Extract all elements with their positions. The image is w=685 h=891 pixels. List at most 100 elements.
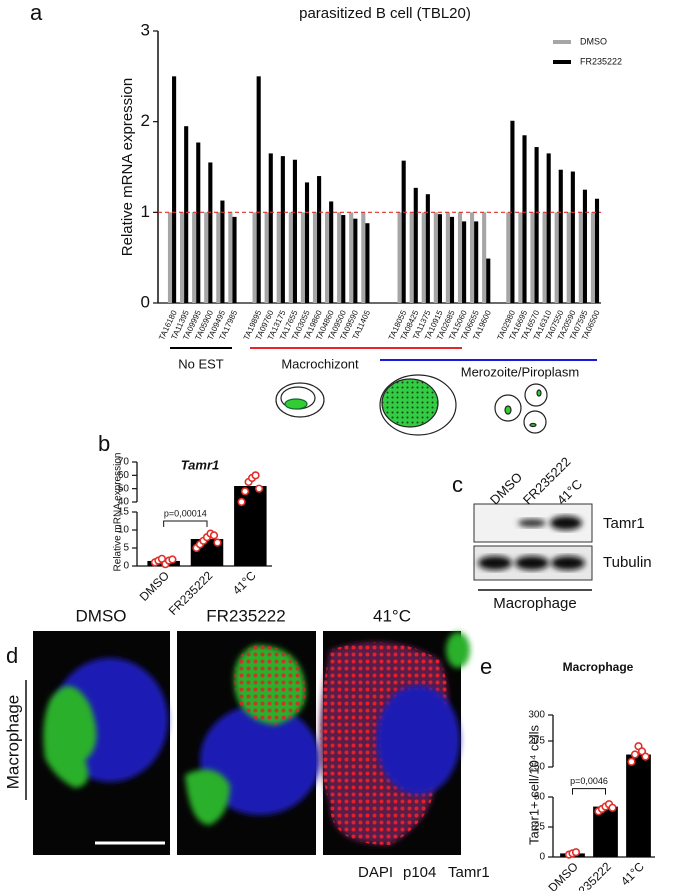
bar — [457, 212, 463, 303]
panel-letter: c — [452, 472, 463, 497]
significance-bracket — [163, 520, 208, 527]
y-tick-label: 250 — [528, 762, 545, 773]
y-tick-label: 50 — [118, 483, 130, 494]
bar — [534, 147, 539, 303]
y-tick-label: 1 — [141, 202, 150, 221]
bar — [264, 212, 269, 303]
lane-label: 41°C — [554, 476, 585, 507]
bar — [349, 212, 354, 303]
bar — [486, 258, 491, 303]
bar — [482, 212, 487, 303]
bar — [292, 159, 297, 303]
data-point — [251, 471, 260, 480]
bar — [506, 212, 511, 303]
data-point — [641, 752, 650, 761]
data-point — [213, 538, 222, 547]
bar — [280, 156, 285, 303]
bar — [449, 216, 455, 303]
bar — [365, 223, 370, 303]
bar — [228, 212, 233, 303]
legend-label: DMSO — [580, 36, 607, 46]
data-point — [168, 555, 177, 564]
bar — [288, 212, 293, 303]
bar — [304, 182, 310, 303]
bar — [578, 212, 583, 303]
y-axis-label: Relative mRNA expression — [113, 453, 124, 572]
bar — [433, 212, 438, 303]
data-point — [237, 497, 246, 507]
bar — [325, 212, 330, 303]
group-label: Macrochizont — [281, 356, 359, 371]
bar — [518, 212, 523, 303]
y-tick-label: 50 — [534, 792, 546, 803]
column-label: DMSO — [76, 606, 127, 625]
significance-bracket — [572, 788, 606, 795]
y-tick-label: 300 — [528, 710, 545, 721]
bar — [180, 212, 185, 303]
y-tick-label: 5 — [123, 543, 129, 554]
x-tick-label: 41°C — [230, 568, 259, 597]
panel-letter: b — [98, 431, 110, 456]
y-tick-label: 0 — [123, 561, 129, 572]
bar — [437, 214, 442, 303]
bar — [510, 120, 515, 303]
y-tick-label: 2 — [141, 111, 150, 130]
chart-title: Macrophage — [563, 660, 634, 674]
bar — [268, 153, 273, 303]
panel-letter: e — [480, 654, 492, 679]
y-tick-label: 70 — [118, 457, 130, 468]
panel-letter: a — [30, 0, 43, 25]
bar — [234, 486, 267, 566]
bar — [184, 126, 189, 303]
data-point — [209, 531, 219, 540]
y-tick-label: 60 — [118, 470, 130, 481]
bar — [522, 135, 527, 303]
bar — [421, 212, 426, 303]
bar — [626, 754, 651, 857]
bar — [204, 212, 209, 303]
y-tick-label: 0 — [141, 292, 150, 311]
bar — [353, 218, 358, 303]
bar — [462, 221, 467, 303]
column-label: FR235222 — [206, 606, 285, 625]
bar — [167, 212, 173, 303]
y-tick-label: 0 — [539, 852, 545, 863]
bar — [590, 212, 595, 303]
data-point — [630, 750, 640, 759]
bar — [220, 200, 225, 303]
bar — [582, 189, 587, 303]
blot-row-label: Tamr1 — [603, 515, 645, 532]
y-tick-label: 275 — [528, 736, 545, 747]
bar — [530, 212, 535, 303]
y-axis-label: Relative mRNA expression — [119, 78, 136, 256]
bar — [542, 212, 547, 303]
data-point — [608, 803, 617, 812]
blot-caption: Macrophage — [493, 595, 576, 612]
bar — [409, 212, 414, 303]
data-point — [571, 848, 581, 857]
blot-row-label: Tubulin — [603, 554, 652, 571]
blot-image — [473, 503, 593, 591]
y-tick-label: 15 — [118, 507, 130, 518]
lane-label: DMSO — [487, 469, 525, 507]
x-tick-label: DMSO — [546, 859, 581, 891]
y-tick-label: 25 — [534, 822, 546, 833]
bar — [312, 212, 318, 303]
group-label: No EST — [178, 356, 224, 371]
micrograph — [33, 631, 470, 855]
bar — [337, 212, 342, 303]
bar — [216, 212, 221, 303]
data-point — [627, 757, 636, 766]
bar — [208, 162, 213, 303]
bar — [566, 212, 571, 303]
p-value: p=0,00014 — [164, 508, 207, 518]
bar — [470, 212, 475, 303]
column-label: 41°C — [373, 606, 411, 625]
panel-letter: d — [6, 643, 18, 668]
x-tick-label: DMSO — [137, 568, 172, 603]
p-value: p=0,0046 — [570, 776, 608, 786]
bar — [361, 212, 366, 303]
bar — [594, 198, 600, 303]
bar — [570, 171, 575, 303]
bar — [474, 221, 479, 303]
